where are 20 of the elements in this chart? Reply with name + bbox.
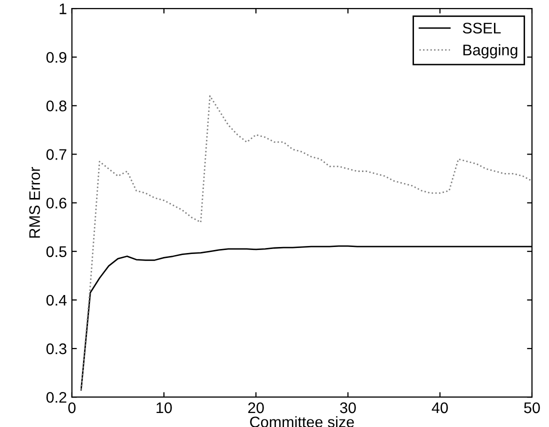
x-tick-label: 10 [156, 402, 172, 414]
x-tick-label: 40 [432, 402, 448, 414]
x-tick-label: 0 [68, 402, 76, 414]
y-axis-title: RMS Error [29, 167, 40, 238]
y-tick-label: 0.4 [46, 294, 67, 306]
line-series [80, 95, 532, 391]
x-tick-label: 20 [248, 402, 264, 414]
x-tick-label: 30 [340, 402, 356, 414]
y-tick-label: 0.6 [46, 198, 66, 209]
x-axis-title: Committee size [250, 416, 354, 427]
x-tick-label: 50 [524, 402, 540, 414]
y-tick-label: 0.9 [46, 52, 66, 63]
legend-label: Bagging [463, 44, 518, 58]
y-tick-label: 0.5 [46, 246, 66, 258]
y-tick-label: 1 [60, 4, 66, 14]
y-tick-label: 0.8 [46, 100, 66, 112]
y-tick-label: 0.2 [46, 392, 66, 403]
legend-label: SSEL [462, 22, 501, 34]
y-tick-label: 0.3 [46, 343, 66, 354]
y-tick-label: 0.7 [46, 149, 66, 160]
